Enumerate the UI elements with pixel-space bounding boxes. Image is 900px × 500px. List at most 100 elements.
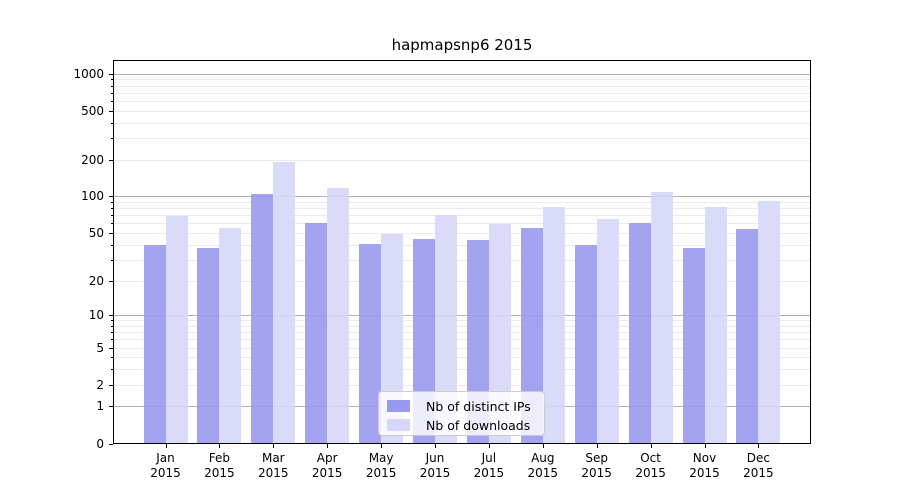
minor-gridline <box>114 339 810 341</box>
minor-gridline <box>114 280 810 282</box>
x-tick-mark <box>165 444 167 448</box>
y-minor-tick-mark <box>111 259 113 261</box>
minor-gridline <box>114 325 810 327</box>
y-tick-mark <box>109 384 113 386</box>
y-tick-mark <box>109 406 113 408</box>
minor-gridline <box>114 100 810 102</box>
bar-dec-downloads <box>758 200 781 444</box>
minor-gridline <box>114 332 810 334</box>
y-minor-tick-mark <box>111 332 113 334</box>
x-tick-mark <box>381 444 383 448</box>
y-minor-tick-mark <box>111 85 113 87</box>
y-minor-tick-mark <box>111 320 113 322</box>
y-minor-tick-mark <box>111 92 113 94</box>
major-gridline <box>114 196 810 198</box>
bar-sep-distinct-ips <box>574 245 597 444</box>
y-tick-mark <box>109 196 113 198</box>
x-tick-label-jun: Jun 2015 <box>419 451 451 480</box>
bar-jan-downloads <box>165 215 188 444</box>
bar-feb-downloads <box>219 228 242 444</box>
y-minor-tick-mark <box>111 137 113 139</box>
minor-gridline <box>114 79 810 81</box>
x-tick-mark <box>435 444 436 448</box>
y-minor-tick-mark <box>111 325 113 327</box>
y-minor-tick-mark <box>111 215 113 217</box>
minor-gridline <box>114 357 810 359</box>
y-minor-tick-mark <box>111 100 113 102</box>
y-tick-label: 2 <box>96 377 104 392</box>
y-tick-label: 50 <box>88 226 104 240</box>
bar-mar-distinct-ips <box>251 193 274 444</box>
x-tick-mark <box>219 444 221 448</box>
bar-feb-distinct-ips <box>197 247 220 444</box>
y-tick-mark <box>109 315 113 317</box>
y-tick-label: 1 <box>96 399 104 414</box>
bar-nov-distinct-ips <box>682 247 705 444</box>
bar-sep-downloads <box>596 218 619 444</box>
bar-nov-downloads <box>704 207 727 444</box>
x-tick-label-may: May 2015 <box>365 451 397 480</box>
minor-gridline <box>114 202 810 203</box>
minor-gridline <box>114 233 810 234</box>
minor-gridline <box>114 215 810 217</box>
minor-gridline <box>114 244 810 246</box>
x-tick-mark <box>650 444 652 448</box>
bar-may-distinct-ips <box>359 243 382 444</box>
minor-gridline <box>114 122 810 124</box>
x-tick-label-nov: Nov 2015 <box>689 451 720 480</box>
plot-area <box>113 60 811 444</box>
minor-gridline <box>114 137 810 139</box>
legend-swatch-downloads <box>387 419 410 431</box>
x-tick-mark <box>273 444 275 448</box>
bar-apr-distinct-ips <box>305 223 328 444</box>
minor-gridline <box>114 159 810 161</box>
y-minor-tick-mark <box>111 244 113 246</box>
x-tick-mark <box>327 444 329 448</box>
minor-gridline <box>114 369 810 371</box>
bar-jul-downloads <box>488 223 511 444</box>
x-tick-label-dec: Dec 2015 <box>743 451 774 480</box>
y-minor-tick-mark <box>111 79 113 81</box>
x-tick-label-feb: Feb 2015 <box>204 451 235 480</box>
y-minor-tick-mark <box>111 202 113 203</box>
y-tick-label: 1000 <box>73 66 104 81</box>
y-tick-label: 5 <box>96 340 104 355</box>
x-tick-label-sep: Sep 2015 <box>581 451 612 480</box>
x-tick-mark <box>758 444 760 448</box>
minor-gridline <box>114 223 810 225</box>
y-tick-label: 20 <box>88 273 104 288</box>
y-minor-tick-mark <box>111 369 113 371</box>
y-minor-tick-mark <box>111 357 113 359</box>
y-minor-tick-mark <box>111 223 113 225</box>
y-tick-label: 200 <box>81 152 104 167</box>
minor-gridline <box>114 259 810 261</box>
y-tick-mark <box>109 110 113 112</box>
y-minor-tick-mark <box>111 122 113 124</box>
y-tick-label: 0 <box>96 436 104 451</box>
x-tick-label-aug: Aug 2015 <box>527 451 559 480</box>
y-tick-mark <box>109 233 113 234</box>
x-tick-label-jul: Jul 2015 <box>473 451 505 480</box>
bar-mar-downloads <box>273 162 296 444</box>
y-tick-mark <box>109 73 113 75</box>
bar-oct-downloads <box>650 191 673 444</box>
bar-dec-distinct-ips <box>736 229 759 444</box>
minor-gridline <box>114 384 810 386</box>
y-minor-tick-mark <box>111 339 113 341</box>
y-tick-mark <box>109 280 113 282</box>
legend-row-downloads: Nb of downloads <box>379 416 544 434</box>
legend: Nb of distinct IPs Nb of downloads <box>378 391 545 436</box>
x-tick-mark <box>488 444 490 448</box>
x-tick-label-mar: Mar 2015 <box>258 451 289 480</box>
y-tick-label: 10 <box>88 308 104 323</box>
y-tick-label: 100 <box>81 189 104 204</box>
x-tick-mark <box>596 444 598 448</box>
chart-title: hapmapsnp6 2015 <box>391 36 533 54</box>
major-gridline <box>114 315 810 317</box>
minor-gridline <box>114 320 810 322</box>
y-tick-mark <box>109 443 113 445</box>
major-gridline <box>114 73 810 75</box>
legend-label-distinct-ips: Nb of distinct IPs <box>426 398 531 414</box>
minor-gridline <box>114 85 810 87</box>
